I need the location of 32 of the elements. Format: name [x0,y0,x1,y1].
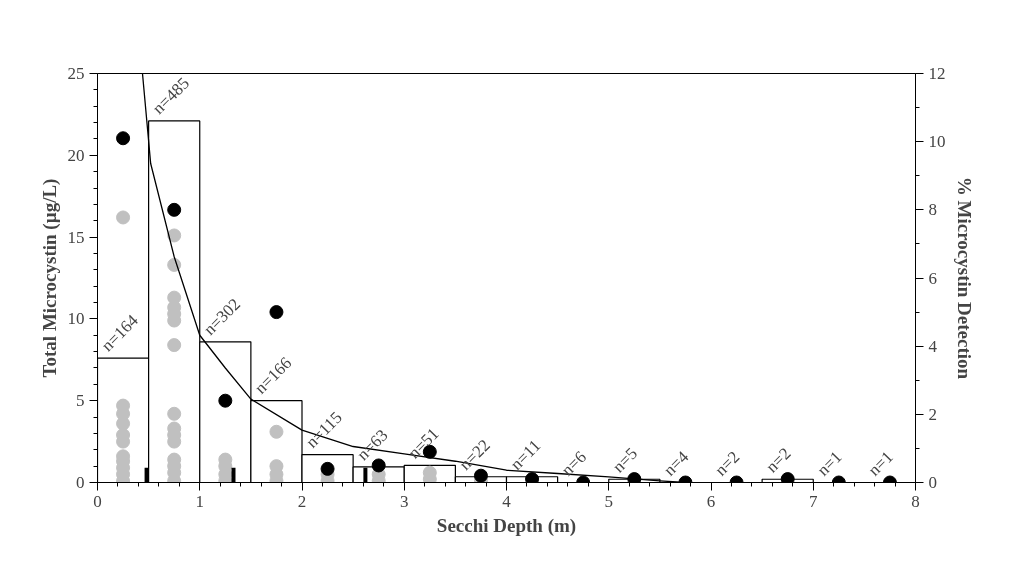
x-tick-label: 8 [911,491,920,511]
annotation: n=2 [762,443,795,477]
annotation: n=4 [660,446,693,480]
x-axis-title: Secchi Depth (m) [436,514,577,537]
x-tick-label: 6 [706,491,716,511]
y2-tick-label: 12 [928,64,946,83]
y-axis-title: Total Microcystin (µg/L) [38,178,61,378]
x-tick-label: 7 [809,491,818,511]
y2-tick-label: 8 [928,200,937,220]
x-tick-label: 1 [195,491,204,511]
y-tick-label: 15 [67,227,85,247]
y2-axis-title: % Microcystin Detection [953,176,975,380]
x-tick-label: 2 [297,491,307,511]
y-tick-label: 0 [76,473,85,492]
annotation: n=5 [608,443,642,477]
x-tick-label: 3 [400,491,409,511]
annotation: n=1 [813,447,846,480]
x-tick-label: 4 [502,491,512,511]
x-tick-label: 0 [93,491,102,511]
y-tick-label: 10 [67,309,85,329]
y2-tick-label: 2 [928,404,937,424]
y2-tick-label: 4 [928,336,938,356]
y2-tick-label: 10 [928,132,946,152]
y2-tick-label: 0 [928,473,937,492]
y-tick-label: 20 [67,145,85,165]
x-tick-label: 5 [604,491,613,511]
y-tick-label: 5 [76,391,85,411]
annotation: n=2 [711,447,744,480]
annotation: n=1 [864,447,897,480]
y-tick-label: 25 [67,64,85,83]
annotation: n=6 [557,447,590,480]
y2-tick-label: 6 [928,268,937,288]
